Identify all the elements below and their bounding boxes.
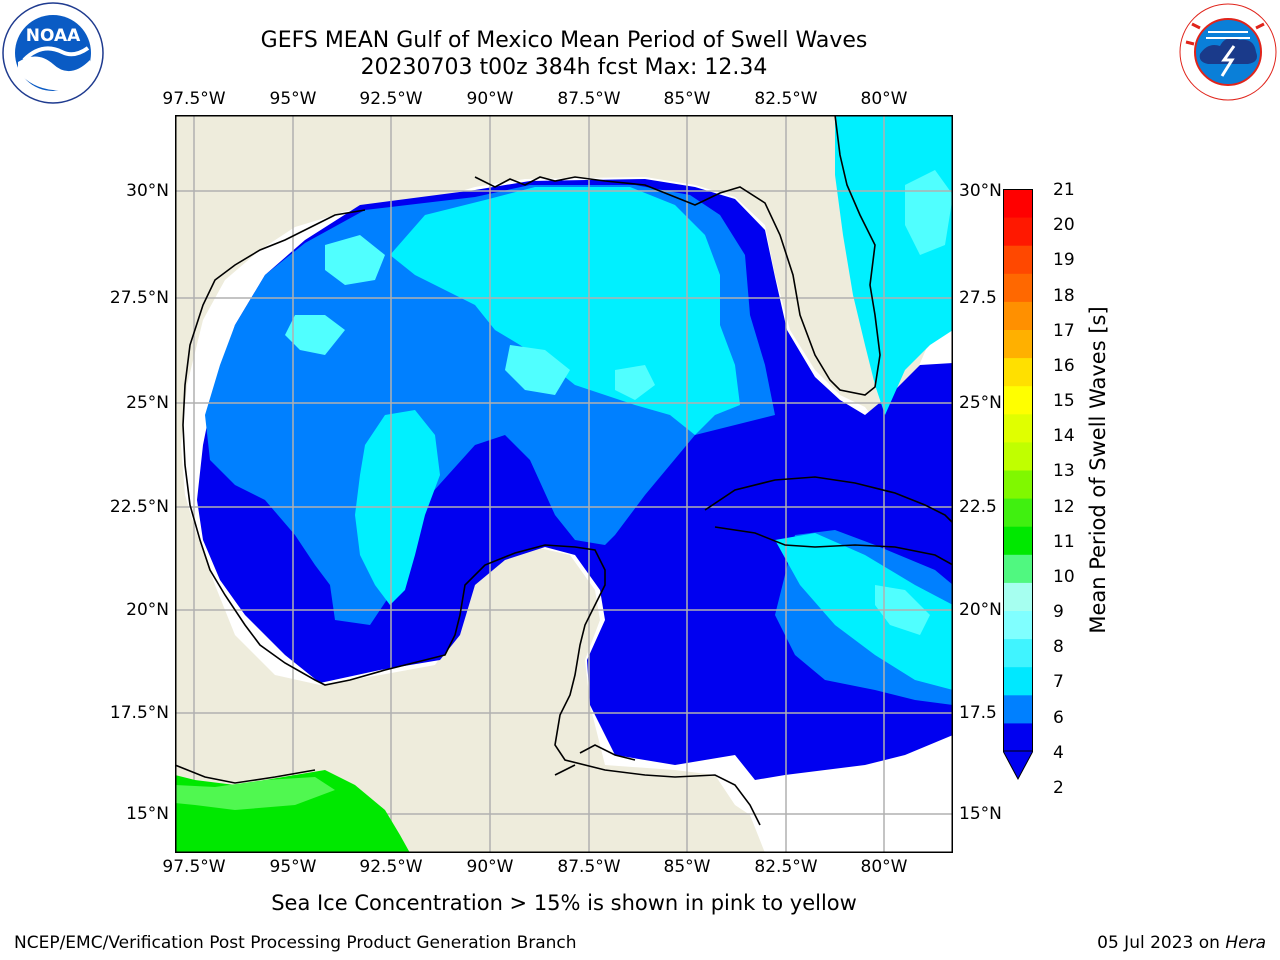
colorbar-segment [1003,526,1033,555]
coastline [175,115,953,826]
colorbar-tick: 15 [1053,391,1075,411]
colorbar-tick: 18 [1053,286,1075,306]
lon-label-top: 97.5°W [162,89,226,109]
chart-title: GEFS MEAN Gulf of Mexico Mean Period of … [260,28,868,53]
map-border [175,115,953,853]
lon-label-top: 87.5°W [557,89,621,109]
footer-host: Hera [1225,933,1266,953]
lat-label-left: 27.5°N [109,288,169,308]
swell-period-map [175,115,953,853]
lon-label-bottom: 87.5°W [557,857,621,877]
colorbar-outline [1003,189,1033,752]
colorbar-tick: 21 [1053,180,1075,200]
lon-label-bottom: 90°W [466,857,514,877]
colorbar-tick: 4 [1053,743,1064,763]
colorbar-segment [1003,413,1033,443]
colorbar-segment [1003,666,1033,696]
lat-label-left: 20°N [126,600,169,620]
colorbar-tick: 13 [1053,461,1075,481]
colorbar-segment [1003,245,1033,274]
colorbar-segment [1003,273,1033,302]
lon-label-top: 95°W [269,89,317,109]
lat-label-left: 22.5°N [109,497,169,517]
colorbar-tick: 9 [1053,602,1064,622]
lon-label-bottom: 92.5°W [359,857,423,877]
lon-label-bottom: 97.5°W [162,857,226,877]
colorbar-segment [1003,329,1033,359]
lon-label-top: 80°W [860,89,908,109]
lat-label-left: 17.5°N [109,703,169,723]
colorbar-segment [1003,554,1033,583]
colorbar-tick: 17 [1053,321,1075,341]
colorbar-segment [1003,498,1033,527]
colorbar-segment [1003,441,1033,471]
colorbar-tick: 16 [1053,356,1075,376]
pacific-swell-patch-light [175,777,335,810]
colorbar-tick: 2 [1053,778,1064,798]
footer-date: 05 Jul 2023 on Hera [1097,933,1266,953]
colorbar-segment [1003,610,1033,640]
footer-credit: NCEP/EMC/Verification Post Processing Pr… [14,933,577,953]
lat-label-left: 25°N [126,393,169,413]
map-panel [175,115,953,853]
lon-label-bottom: 85°W [663,857,711,877]
colorbar-tick: 12 [1053,497,1075,517]
lat-label-right: 22.5 [959,497,997,517]
colorbar [1002,189,1034,781]
lon-label-bottom: 82.5°W [754,857,818,877]
sea-ice-note: Sea Ice Concentration > 15% is shown in … [271,891,857,915]
colorbar-segment [1003,301,1033,330]
lat-label-right: 20°N [959,600,1002,620]
swell-band-7-8 [285,170,953,635]
colorbar-tick: 11 [1053,532,1075,552]
colorbar-segment [1003,470,1033,499]
footer-date-text: 05 Jul 2023 on [1097,933,1226,953]
lat-label-right: 15°N [959,804,1002,824]
colorbar-tick: 19 [1053,250,1075,270]
lat-label-left: 30°N [126,181,169,201]
lon-label-top: 90°W [466,89,514,109]
noaa-logo-text: NOAA [26,26,81,46]
lon-label-bottom: 80°W [860,857,908,877]
colorbar-segment [1003,217,1033,246]
colorbar-tick: 6 [1053,708,1064,728]
chart-subtitle: 20230703 t00z 384h fcst Max: 12.34 [360,55,768,80]
colorbar-tick: 10 [1053,567,1075,587]
colorbar-tick: 20 [1053,215,1075,235]
colorbar-segment [1003,722,1033,752]
colorbar-scale [1002,189,1034,781]
colorbar-segment [1003,357,1033,387]
lat-label-right: 17.5 [959,703,997,723]
lon-label-bottom: 95°W [269,857,317,877]
noaa-logo: NOAA [2,2,104,104]
lon-label-top: 92.5°W [359,89,423,109]
colorbar-segment [1003,189,1033,218]
lat-lon-grid [175,115,953,853]
lon-label-top: 85°W [663,89,711,109]
colorbar-tick: 7 [1053,672,1064,692]
colorbar-tick: 14 [1053,426,1075,446]
colorbar-segment [1003,694,1033,724]
lat-label-right: 30°N [959,181,1002,201]
lon-label-top: 82.5°W [754,89,818,109]
colorbar-segment [1003,385,1033,415]
colorbar-tick: 8 [1053,637,1064,657]
nws-logo [1178,2,1278,102]
colorbar-label: Mean Period of Swell Waves [s] [1086,306,1110,634]
lat-label-right: 25°N [959,393,1002,413]
lat-label-right: 27.5 [959,288,997,308]
colorbar-extend-arrow [1002,750,1034,781]
colorbar-segment [1003,582,1033,611]
lat-label-left: 15°N [126,804,169,824]
colorbar-segment [1003,638,1033,668]
